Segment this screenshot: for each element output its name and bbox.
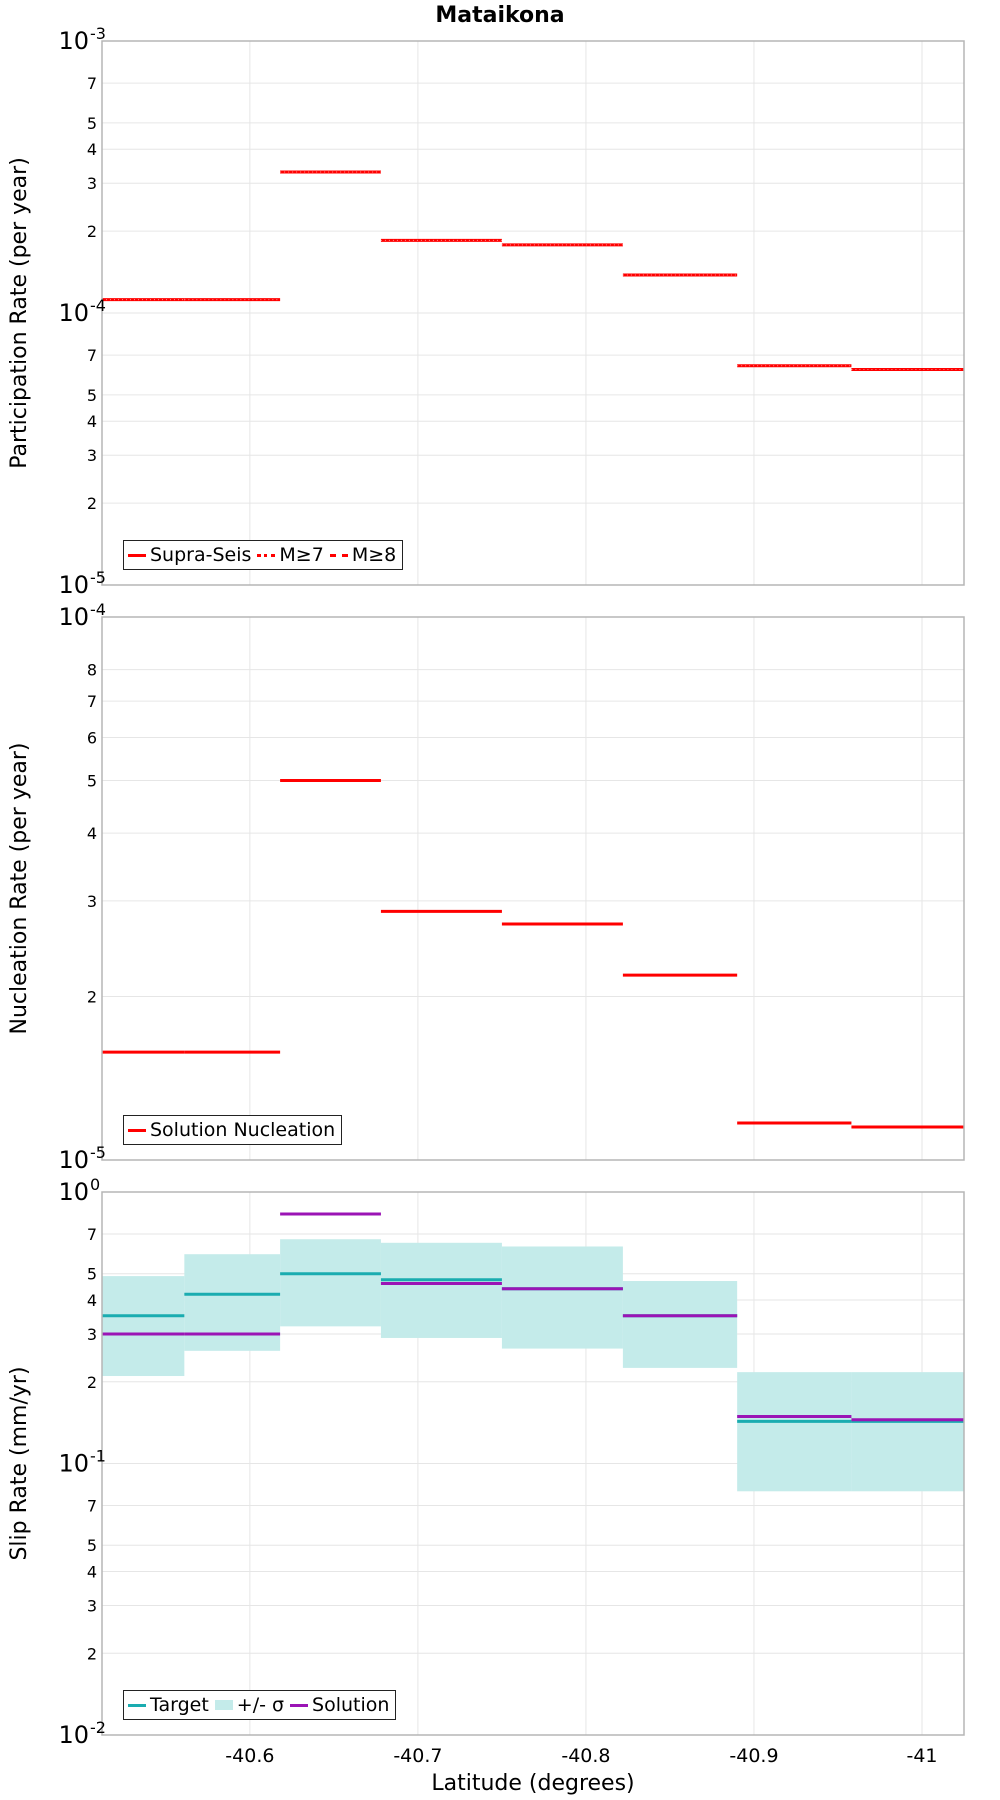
y-tick-label: 4 — [87, 412, 97, 431]
legend-label: Solution — [312, 1694, 390, 1716]
y-tick-label-major: 10 — [58, 571, 89, 599]
legend-label: M≥8 — [351, 544, 397, 566]
y-tick-label: 3 — [87, 892, 97, 911]
y-tick-label-exponent: -4 — [90, 600, 106, 619]
plot-frame — [101, 40, 965, 586]
y-tick-label: 5 — [87, 771, 97, 790]
y-tick-label: 2 — [87, 222, 97, 241]
y-axis-label: Participation Rate (per year) — [7, 157, 32, 469]
y-tick-label: 3 — [87, 174, 97, 193]
y-tick-label: 3 — [87, 1596, 97, 1615]
y-tick-label-major: 10 — [58, 1450, 89, 1478]
y-tick-label-major: 10 — [58, 1721, 89, 1749]
legend-label: +/- σ — [236, 1694, 285, 1716]
y-tick-label: 4 — [87, 1563, 97, 1582]
y-tick-label: 4 — [87, 140, 97, 159]
x-tick-label: -40.6 — [225, 1745, 274, 1767]
sigma-band — [184, 1254, 281, 1351]
sigma-band — [501, 1246, 623, 1349]
legend-swatch-solid — [128, 1703, 146, 1707]
plot-frame — [101, 1191, 965, 1736]
legend-item-m8: M≥8 — [329, 544, 397, 566]
y-tick-label: 2 — [87, 1373, 97, 1392]
legend-participation: Supra-Seis M≥7 M≥8 — [123, 540, 404, 570]
y-tick-label: 5 — [87, 114, 97, 133]
sigma-band — [280, 1239, 381, 1327]
legend-item-solution-nucleation: Solution Nucleation — [128, 1119, 335, 1141]
legend-item-solution: Solution — [290, 1694, 389, 1716]
legend-item-m7: M≥7 — [257, 544, 324, 566]
y-tick-label-exponent: -5 — [90, 568, 106, 587]
x-tick-label: -40.8 — [561, 1745, 610, 1767]
x-axis-label: Latitude (degrees) — [431, 1771, 634, 1796]
legend-swatch-dashdot — [329, 553, 348, 557]
y-tick-label-exponent: -4 — [90, 296, 106, 315]
y-tick-label: 7 — [87, 1225, 97, 1244]
x-tick-label: -40.7 — [393, 1745, 442, 1767]
y-tick-label: 6 — [87, 728, 97, 747]
legend-item-target: Target — [128, 1694, 209, 1716]
legend-slip-rate: Target +/- σ Solution — [123, 1690, 397, 1720]
y-tick-label: 3 — [87, 446, 97, 465]
legend-label: Solution Nucleation — [150, 1119, 336, 1141]
y-tick-label: 7 — [87, 1497, 97, 1516]
sigma-band — [380, 1242, 502, 1338]
legend-item-sigma: +/- σ — [214, 1694, 285, 1716]
legend-swatch-solid — [128, 553, 146, 557]
y-tick-label-major: 10 — [58, 27, 89, 55]
legend-swatch-solid — [290, 1703, 309, 1707]
legend-label: Target — [150, 1694, 209, 1716]
y-tick-label-exponent: -5 — [90, 1143, 106, 1162]
y-tick-label: 7 — [87, 346, 97, 365]
y-tick-label-exponent: -1 — [90, 1447, 106, 1466]
y-tick-label: 5 — [87, 1536, 97, 1555]
chart-title: Mataikona — [435, 3, 564, 28]
y-tick-label: 7 — [87, 692, 97, 711]
legend-label: M≥7 — [279, 544, 324, 566]
y-tick-label-major: 10 — [58, 1178, 89, 1206]
y-tick-label-major: 10 — [58, 299, 89, 327]
y-tick-label-major: 10 — [58, 1146, 89, 1174]
y-tick-label: 4 — [87, 824, 97, 843]
y-tick-label: 8 — [87, 661, 97, 680]
y-tick-label: 7 — [87, 74, 97, 93]
y-tick-label-exponent: -3 — [90, 24, 106, 43]
y-tick-label: 5 — [87, 1265, 97, 1284]
x-tick-label: -40.9 — [729, 1745, 778, 1767]
legend-swatch-fill — [214, 1700, 233, 1710]
sigma-band — [102, 1276, 185, 1377]
y-axis-label: Nucleation Rate (per year) — [7, 743, 32, 1035]
sigma-band — [851, 1372, 964, 1492]
legend-item-supra-seis: Supra-Seis — [128, 544, 251, 566]
y-tick-label: 4 — [87, 1291, 97, 1310]
legend-swatch-solid — [128, 1128, 146, 1132]
legend-nucleation: Solution Nucleation — [123, 1115, 343, 1145]
y-tick-label: 5 — [87, 386, 97, 405]
sigma-band — [622, 1281, 738, 1368]
y-tick-label: 2 — [87, 1644, 97, 1663]
sigma-band — [737, 1372, 852, 1492]
plot-frame — [101, 616, 965, 1161]
legend-swatch-dotted — [257, 553, 276, 557]
y-tick-label-exponent: 0 — [90, 1175, 100, 1194]
y-tick-label-exponent: -2 — [90, 1718, 106, 1737]
y-tick-label-major: 10 — [58, 603, 89, 631]
y-tick-label: 2 — [87, 494, 97, 513]
legend-label: Supra-Seis — [150, 544, 252, 566]
y-axis-label: Slip Rate (mm/yr) — [7, 1366, 32, 1560]
y-tick-label: 3 — [87, 1325, 97, 1344]
y-tick-label: 2 — [87, 988, 97, 1007]
x-tick-label: -41 — [906, 1745, 937, 1767]
